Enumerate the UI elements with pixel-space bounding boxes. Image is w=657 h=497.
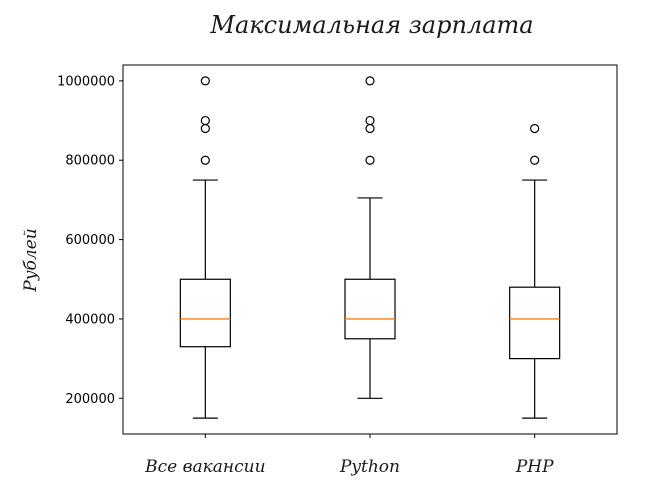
outlier-point bbox=[365, 115, 375, 126]
boxes bbox=[179, 76, 561, 419]
plot-frame bbox=[122, 64, 618, 435]
axis-ticks: 200000 400000 600000 800000 1000000 Все вакан… bbox=[57, 74, 554, 477]
x-tick-label: PHP bbox=[515, 457, 554, 477]
box-group bbox=[179, 76, 231, 419]
outlier-point bbox=[530, 155, 540, 165]
y-tick-label: 1000000 bbox=[57, 74, 115, 89]
outlier-point bbox=[200, 123, 210, 134]
outlier-point bbox=[530, 123, 540, 134]
iqr-box bbox=[509, 286, 561, 360]
x-tick-label: Python bbox=[339, 457, 400, 477]
x-tick-label: Все вакансии bbox=[144, 457, 265, 477]
y-tick-label: 200000 bbox=[65, 392, 115, 407]
chart-title: Максимальная зарплата bbox=[209, 11, 533, 39]
iqr-box bbox=[344, 278, 396, 340]
y-tick-label: 800000 bbox=[65, 154, 115, 169]
outlier-point bbox=[365, 76, 375, 86]
y-tick-label: 600000 bbox=[65, 233, 115, 248]
box-group bbox=[509, 123, 561, 419]
box-group bbox=[344, 76, 396, 399]
outlier-point bbox=[365, 123, 375, 134]
outlier-point bbox=[200, 155, 210, 165]
outlier-point bbox=[200, 115, 210, 126]
y-axis-label: Рублей bbox=[21, 228, 41, 293]
iqr-box bbox=[179, 278, 231, 348]
y-tick-label: 400000 bbox=[65, 312, 115, 327]
outlier-point bbox=[365, 155, 375, 165]
outlier-point bbox=[200, 76, 210, 86]
